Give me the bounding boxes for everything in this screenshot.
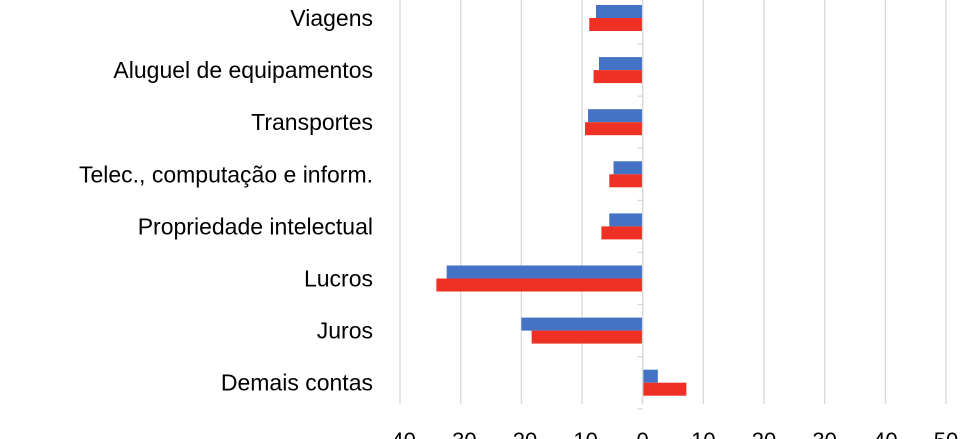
x-tick-label-30: 30 [812,428,836,439]
bar-series1-6 [521,317,643,331]
bar-series1-4 [609,213,643,227]
category-label-4: Propriedade intelectual [138,213,373,239]
bar-series2-0 [589,18,643,31]
category-label-2: Transportes [251,109,373,135]
gridlines [399,0,947,404]
bar-series2-7 [642,382,687,396]
x-tick-label-50: 50 [934,428,958,439]
bar-series1-2 [588,109,643,123]
category-label-3: Telec., computação e inform. [79,161,373,187]
bars [436,5,687,396]
category-label-6: Juros [317,318,373,344]
bar-series2-4 [601,226,643,240]
bar-series1-0 [595,5,643,18]
x-tick-label-10: 10 [691,428,715,439]
x-tick-labels: -40 -30 -20 -10 0 10 20 30 40 50 [384,428,958,439]
bar-series1-3 [613,161,643,175]
bar-series2-6 [531,330,643,344]
category-label-5: Lucros [304,266,373,292]
x-tick-label-20: 20 [752,428,776,439]
x-axis [637,0,644,410]
x-tick-label-0: 0 [637,428,649,439]
bar-series2-2 [585,122,643,136]
x-tick-label-40: 40 [873,428,897,439]
x-tick-label--40: -40 [384,428,416,439]
bar-series1-1 [598,57,643,71]
bar-series2-5 [436,278,643,292]
x-tick-label--10: -10 [566,428,598,439]
bar-series2-1 [593,70,643,84]
x-tick-label--30: -30 [445,428,477,439]
bar-series1-7 [642,369,658,383]
x-tick-label--20: -20 [505,428,537,439]
bar-series1-5 [446,265,643,279]
category-label-1: Aluguel de equipamentos [113,57,373,83]
category-label-7: Demais contas [221,370,373,396]
category-label-0: Viagens [290,5,373,31]
bar-series2-3 [609,174,643,188]
category-labels: Viagens Aluguel de equipamentos Transporte… [79,5,373,396]
